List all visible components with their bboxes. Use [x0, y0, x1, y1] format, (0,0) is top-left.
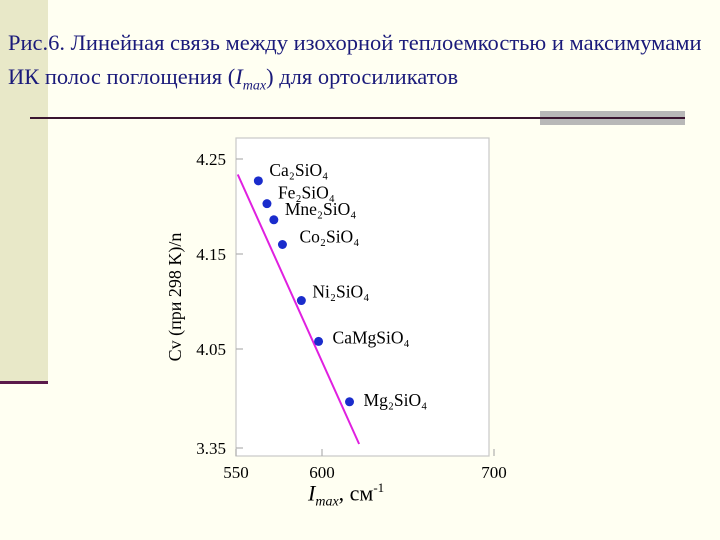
point-label-4: Ni₂SiO₄ [312, 282, 369, 302]
data-point-6 [345, 397, 355, 407]
y-tick-label-2: 4.05 [196, 340, 226, 359]
data-point-2 [269, 215, 279, 225]
data-point-1 [262, 199, 272, 209]
data-point-4 [296, 296, 306, 306]
plot-area [235, 137, 490, 457]
data-point-5 [314, 336, 324, 346]
left-decor-band [0, 0, 48, 382]
x-axis-label: Imax, см-1 [308, 480, 384, 511]
point-label-0: Ca₂SiO₄ [269, 160, 328, 180]
title-rule [30, 117, 540, 119]
point-label-1: Fe₂SiO₄ [278, 183, 335, 203]
data-point-3 [277, 240, 287, 249]
x-tick-label-2: 700 [481, 463, 507, 482]
x-axis-label-sup: -1 [373, 480, 385, 495]
title-text-2: ) для ортосиликатов [266, 64, 459, 89]
x-axis-label-var: I [308, 480, 316, 506]
title-rule-accent-line [540, 117, 685, 119]
fit-line [236, 174, 361, 445]
title-var: I [235, 64, 243, 89]
data-point-0 [253, 176, 263, 186]
point-label-6: Mg₂SiO₄ [364, 390, 428, 410]
x-tick-label-1: 600 [309, 463, 335, 482]
left-decor-edge [0, 381, 48, 384]
point-label-2: Mne₂SiO₄ [285, 199, 357, 219]
y-tick-label-3: 3.35 [196, 439, 226, 458]
y-tick-label-1: 4.15 [196, 245, 226, 264]
point-label-5: CaMgSiO₄ [333, 327, 410, 347]
x-tick-label-0: 550 [223, 463, 249, 482]
y-tick-label-0: 4.25 [196, 150, 226, 169]
point-label-3: Co₂SiO₄ [299, 227, 359, 247]
title-text-1: Рис.6. Линейная связь между изохорной те… [8, 30, 702, 89]
x-axis-label-unit: , см [338, 480, 374, 506]
x-axis-label-sub: max [315, 494, 339, 510]
y-axis-label: Cv (при 298 K)/n [165, 233, 186, 362]
slide-title: Рис.6. Линейная связь между изохорной те… [8, 26, 713, 104]
title-sub: max [242, 78, 267, 94]
